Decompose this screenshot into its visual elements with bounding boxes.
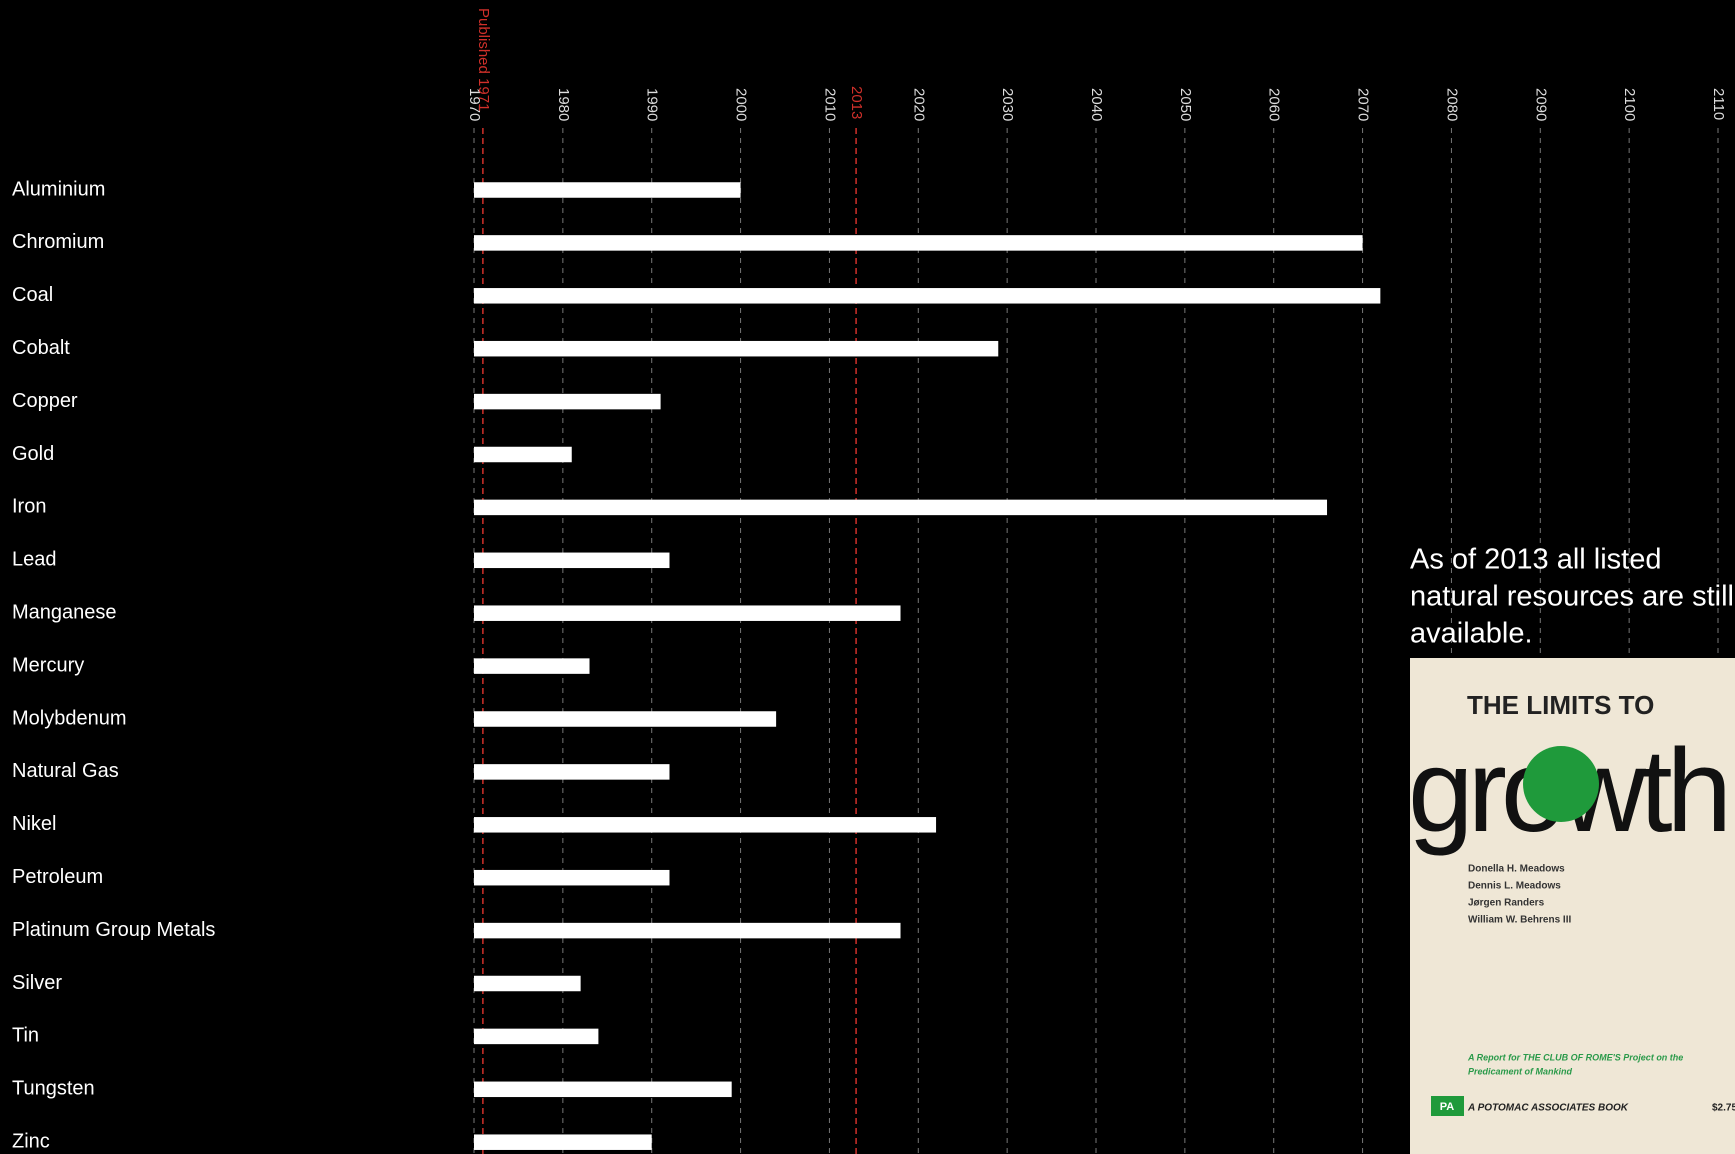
cover-heading: THE LIMITS TO [1467, 690, 1654, 720]
cover-price: $2.75 [1712, 1103, 1735, 1114]
category-label: Copper [12, 390, 78, 412]
bar [474, 288, 1381, 304]
category-label: Nikel [12, 813, 56, 835]
bar [474, 235, 1363, 251]
x-tick-label: 1970 [466, 88, 483, 121]
x-tick-label: 2010 [821, 88, 838, 121]
category-label: Coal [12, 284, 53, 306]
category-label: Manganese [12, 601, 117, 623]
x-tick-label: 2060 [1266, 88, 1283, 121]
cover-author: Donella H. Meadows [1468, 864, 1565, 875]
bar [474, 340, 999, 357]
bar [474, 499, 1328, 516]
cover-publisher: A POTOMAC ASSOCIATES BOOK [1467, 1103, 1629, 1114]
category-label: Cobalt [12, 337, 70, 359]
category-label: Lead [12, 549, 57, 571]
category-label: Chromium [12, 231, 104, 253]
category-label: Aluminium [12, 178, 105, 200]
bar [474, 817, 937, 833]
bar [474, 922, 901, 939]
x-tick-label: 2000 [733, 88, 750, 121]
bar [474, 1028, 599, 1045]
category-label: Gold [12, 443, 54, 465]
x-tick-label: 2110 [1710, 88, 1727, 120]
bar [474, 182, 741, 198]
x-tick-label: 2090 [1532, 88, 1549, 121]
x-tick-label: 2030 [999, 88, 1016, 121]
cover-report: Predicament of Mankind [1468, 1066, 1573, 1076]
x-tick-label: 2020 [910, 88, 927, 121]
annotation: available. [1410, 618, 1533, 650]
publisher-logo-text: PA [1440, 1101, 1455, 1113]
category-label: Tin [12, 1025, 39, 1047]
bar [474, 446, 572, 463]
annotation: As of 2013 all listed [1410, 544, 1661, 576]
category-label: Petroleum [12, 866, 103, 888]
category-label: Zinc [12, 1130, 50, 1152]
category-label: Silver [12, 972, 62, 994]
x-tick-label: 1990 [644, 88, 661, 121]
reference-label: Published 1971 [475, 8, 492, 111]
category-label: Molybdenum [12, 707, 127, 729]
category-label: Iron [12, 496, 46, 518]
bar [474, 711, 777, 727]
x-tick-label: 2040 [1088, 88, 1105, 121]
bar [474, 658, 590, 674]
globe [1523, 746, 1599, 822]
category-label: Platinum Group Metals [12, 919, 215, 941]
bar [474, 1081, 732, 1098]
book-cover: THE LIMITS TO growth Donella H. Meadows … [1408, 658, 1735, 1154]
cover-author: William W. Behrens III [1468, 915, 1571, 926]
annotation: natural resources are still [1410, 581, 1734, 613]
x-tick-label: 1980 [555, 88, 572, 121]
cover-background [1410, 658, 1735, 1154]
category-label: Mercury [12, 654, 84, 676]
x-tick-label: 2080 [1443, 88, 1460, 121]
publisher-logo [1431, 1096, 1464, 1116]
bar [474, 605, 901, 621]
x-tick-label: 2070 [1355, 88, 1372, 121]
category-label: Natural Gas [12, 760, 119, 782]
cover-author: Jørgen Randers [1468, 898, 1545, 909]
x-tick-label: 2100 [1621, 88, 1638, 121]
bar [474, 393, 661, 410]
category-label: Tungsten [12, 1078, 95, 1100]
cover-author: Dennis L. Meadows [1468, 881, 1561, 892]
bar [474, 764, 670, 780]
bar [474, 869, 670, 886]
bar [474, 1134, 652, 1150]
reference-label: 2013 [848, 86, 865, 119]
bar [474, 975, 581, 992]
bar [474, 552, 670, 569]
x-tick-label: 2050 [1177, 88, 1194, 121]
cover-report: A Report for THE CLUB OF ROME'S Project … [1467, 1052, 1683, 1062]
